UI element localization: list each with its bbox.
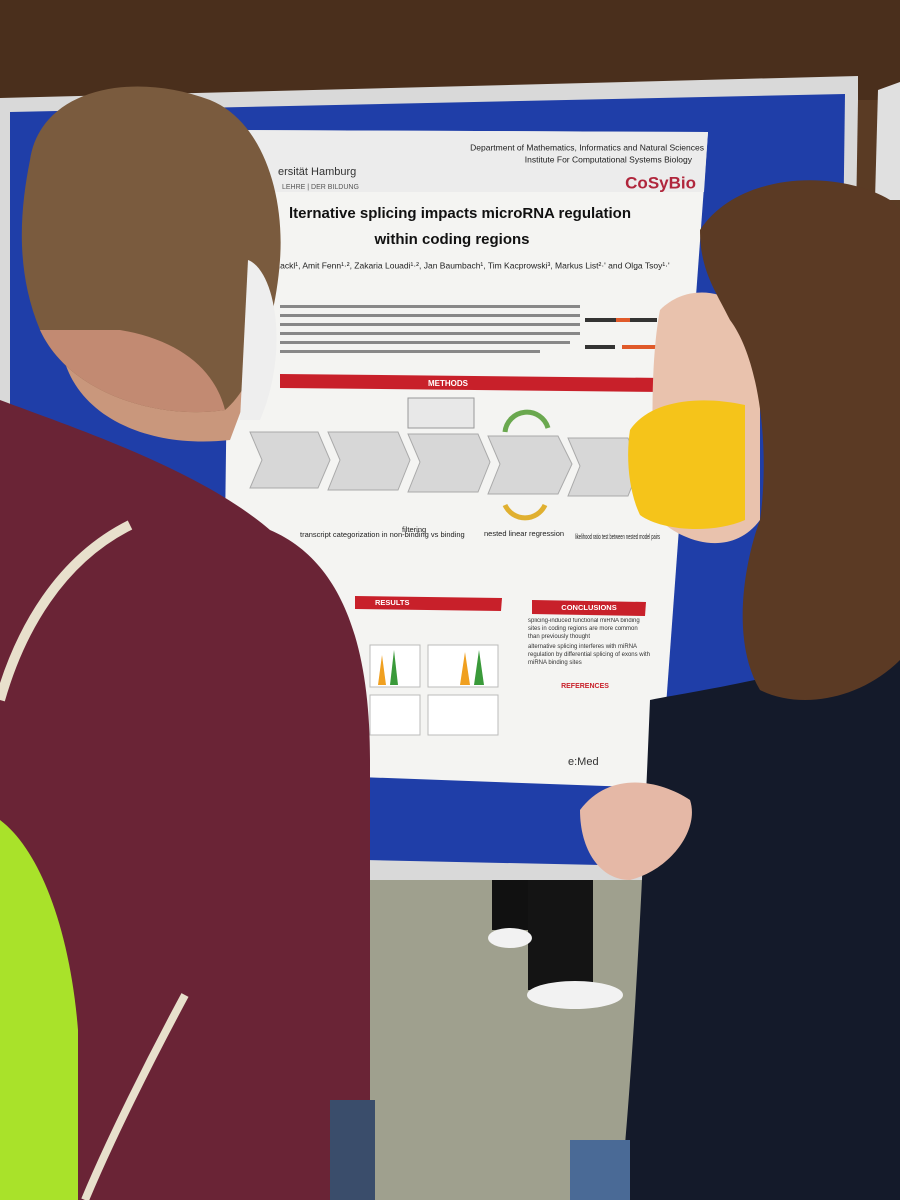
diagram-bar [622, 345, 662, 349]
plot [369, 694, 421, 736]
results-bar [355, 596, 502, 611]
text-line [280, 305, 580, 308]
methods-bar [280, 374, 666, 392]
background-legs [528, 880, 593, 990]
mask-strap [240, 260, 277, 420]
step-arrow [407, 433, 491, 493]
peak [474, 650, 484, 685]
woman-hair [700, 180, 900, 700]
text-line [280, 323, 580, 326]
intro-diagram [585, 318, 662, 349]
man-shirt [0, 400, 370, 1200]
poster-header [228, 130, 708, 192]
icon-box [407, 397, 475, 429]
title-line: lternative splicing impacts microRNA reg… [289, 205, 631, 222]
method-step: filtering [402, 525, 426, 534]
title-line: within coding regions [374, 231, 530, 248]
text-line [280, 350, 540, 353]
text-line [280, 341, 570, 344]
method-arrows [249, 431, 641, 497]
step-arrow [487, 435, 573, 495]
jeans [330, 1100, 375, 1200]
shoe [488, 928, 532, 948]
logo: CoSyBio [625, 173, 696, 192]
method-step: likelihood ratio test between nested mod… [575, 534, 660, 541]
step-arrow [567, 437, 641, 497]
diagram-bar [616, 318, 630, 322]
conclusions-body: splicing-induced functional miRNA bindin… [528, 618, 650, 666]
method-step: transcript categorization in non-binding… [300, 530, 465, 539]
shoe [527, 981, 623, 1009]
man-nape [40, 330, 225, 413]
motto: LEHRE | DER BILDUNG [282, 184, 359, 191]
conclusion-bullet: alternative splicing interferes with miR… [528, 644, 650, 666]
peak [460, 652, 470, 685]
results-plots [369, 644, 499, 736]
section-heading: METHODS [428, 379, 469, 388]
text-line [280, 332, 580, 335]
peak [378, 655, 386, 685]
institute: Institute For Computational Systems Biol… [525, 154, 693, 164]
woman-jeans [570, 1140, 630, 1200]
background-legs [492, 880, 532, 930]
conclusions-bar [532, 600, 646, 616]
funder: e:Med [568, 756, 599, 768]
peak [390, 650, 398, 685]
cycle-arrow [502, 409, 551, 433]
backpack-strap [0, 520, 133, 702]
conclusion-bullet: splicing-induced functional miRNA bindin… [528, 618, 640, 640]
intro-text [280, 305, 580, 353]
yellow-mask [628, 400, 745, 530]
woman-hands [580, 782, 692, 880]
backpack [0, 820, 78, 1200]
university: ersität Hamburg [278, 166, 356, 178]
plot [427, 694, 499, 736]
step-arrow [249, 431, 331, 489]
text-line [280, 314, 580, 317]
woman-top [620, 640, 900, 1200]
section-heading: REFERENCES [561, 683, 609, 690]
next-board [875, 82, 900, 200]
department: Department of Mathematics, Informatics a… [470, 142, 704, 152]
section-heading: CONCLUSIONS [561, 603, 616, 612]
authors: Hackl¹, Amit Fenn¹·², Zakaria Louadi¹·²,… [274, 260, 670, 270]
step-arrow [327, 431, 411, 491]
cycle-arrow [502, 503, 548, 521]
diagram-bar [585, 345, 615, 349]
section-heading: RESULTS [375, 598, 409, 607]
backpack-strap [81, 993, 189, 1200]
method-step: nested linear regression [484, 529, 564, 538]
